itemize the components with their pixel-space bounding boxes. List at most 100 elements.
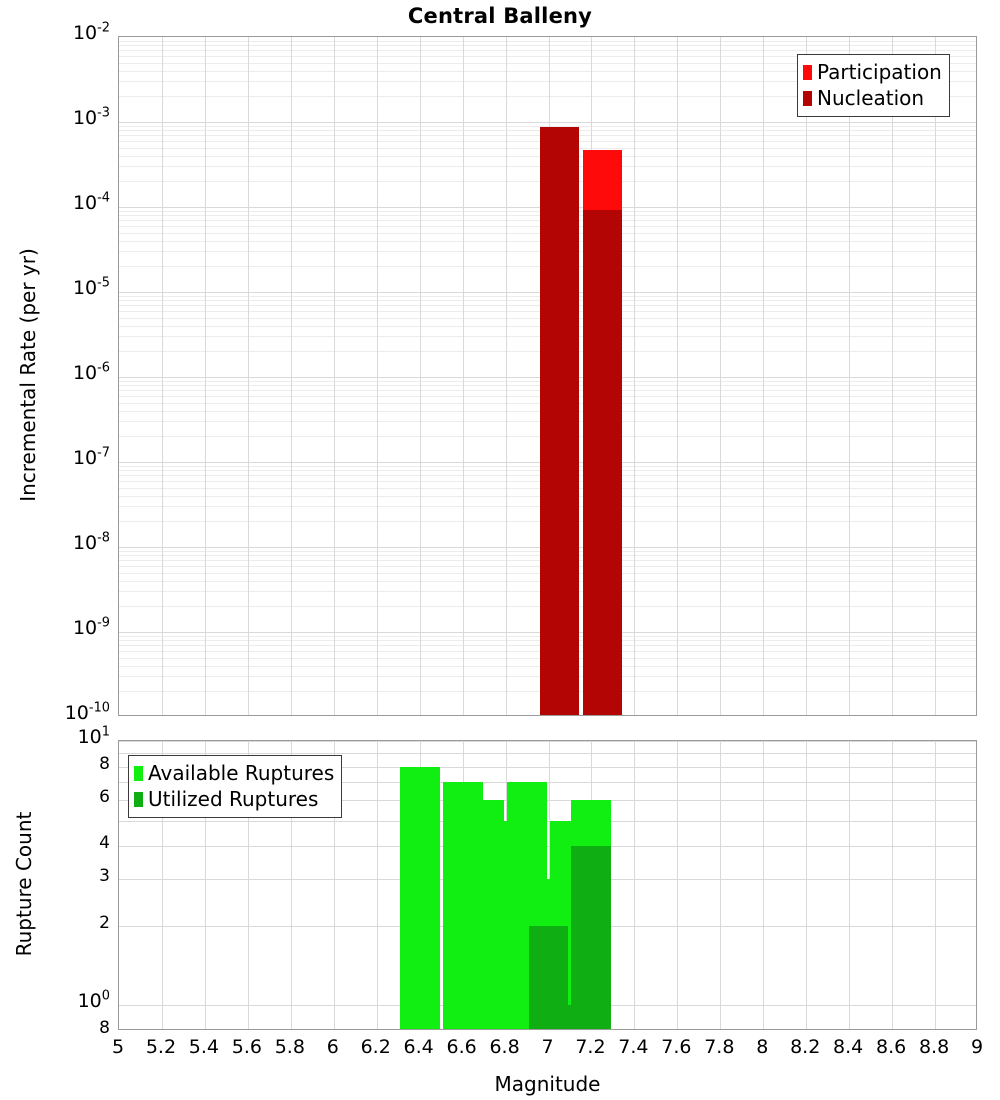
gridline-vertical (935, 37, 937, 715)
x-axis-tick-label: 7 (541, 1036, 554, 1058)
y-axis-tick-label: 101 (77, 724, 110, 748)
gridline-horizontal (119, 55, 976, 57)
x-axis-tick-label: 5.6 (231, 1036, 262, 1058)
legend-item: Utilized Ruptures (134, 786, 334, 812)
bar-nucleation (539, 126, 579, 715)
x-axis-tick-label: 9 (970, 1036, 984, 1058)
gridline-vertical (806, 37, 808, 715)
y-axis-tick-label: 6 (99, 786, 110, 807)
incremental-rate-plot-area (118, 36, 977, 716)
gridline-vertical (161, 741, 163, 1029)
gridline-horizontal (119, 96, 976, 98)
y-axis-label-top: Incremental Rate (per yr) (16, 248, 40, 502)
gridline-vertical (935, 741, 937, 1029)
page-title: Central Balleny (407, 4, 593, 28)
y-axis-tick-label: 2 (99, 912, 110, 933)
gridline-vertical (161, 37, 163, 715)
x-axis-tick-label: 8.8 (918, 1036, 950, 1058)
gridline-vertical (763, 741, 765, 1029)
x-axis-tick-label: 8.4 (833, 1036, 864, 1058)
x-axis-tick-label: 8.6 (875, 1036, 907, 1058)
y-axis-label-bottom: Rupture Count (12, 811, 36, 957)
x-axis-tick-label: 8 (756, 1036, 769, 1058)
legend-swatch-icon (134, 791, 143, 807)
gridline-vertical (892, 37, 894, 715)
gridline-vertical (677, 741, 679, 1029)
y-axis-tick-label: 100 (77, 989, 110, 1013)
gridline-vertical (247, 37, 249, 715)
gridline-vertical (204, 37, 206, 715)
legend-swatch-icon (803, 90, 812, 106)
legend-label: Utilized Ruptures (148, 787, 319, 811)
gridline-horizontal (119, 125, 976, 127)
x-axis-tick-label: 6 (326, 1036, 339, 1058)
y-axis-tick-label: 10-2 (72, 20, 110, 44)
gridline-horizontal (119, 62, 976, 64)
gridline-vertical (376, 37, 378, 715)
gridline-vertical (763, 37, 765, 715)
legend-label: Participation (817, 60, 942, 84)
legend-swatch-icon (803, 64, 812, 80)
gridline-vertical (720, 37, 722, 715)
gridline-vertical (333, 741, 335, 1029)
x-axis-tick-label: 7.4 (618, 1036, 649, 1058)
y-axis-tick-label: 8 (99, 753, 110, 774)
gridline-horizontal (119, 741, 976, 742)
y-axis-tick-label: 8 (99, 1018, 110, 1038)
gridline-vertical (849, 741, 851, 1029)
gridline-vertical (419, 37, 421, 715)
legend-item: Participation (803, 59, 942, 85)
gridline-vertical (376, 741, 378, 1029)
legend-label: Nucleation (817, 86, 925, 110)
gridline-vertical (892, 741, 894, 1029)
x-axis-tick-label: 8.2 (790, 1036, 821, 1058)
x-axis-tick-label: 5 (111, 1036, 125, 1058)
gridline-vertical (677, 37, 679, 715)
gridline-horizontal (119, 81, 976, 83)
y-axis-tick-label: 10-3 (72, 105, 110, 129)
gridline-vertical (290, 37, 292, 715)
y-axis-tick-label: 10-10 (64, 700, 110, 724)
y-axis-tick-label: 10-5 (72, 275, 110, 299)
legend-incremental-rate: Participation Nucleation (797, 54, 950, 117)
gridline-horizontal (119, 122, 976, 123)
x-axis-tick-label: 5.4 (188, 1036, 219, 1058)
y-axis-tick-label: 10-8 (72, 530, 110, 554)
gridline-horizontal (119, 40, 976, 42)
gridline-vertical (634, 741, 636, 1029)
y-axis-tick-label: 10-7 (72, 445, 110, 469)
x-axis-tick-label: 5.8 (274, 1036, 305, 1058)
x-axis-tick-label: 7.8 (704, 1036, 735, 1058)
y-axis-tick-label: 4 (99, 833, 110, 854)
gridline-vertical (204, 741, 206, 1029)
legend-swatch-icon (134, 765, 143, 781)
gridline-horizontal (119, 70, 976, 72)
legend-item: Nucleation (803, 85, 942, 111)
y-axis-tick-label: 10-6 (72, 360, 110, 384)
bar-nucleation (582, 210, 622, 715)
gridline-vertical (849, 37, 851, 715)
gridline-vertical (290, 741, 292, 1029)
y-axis-tick-label: 10-9 (72, 615, 110, 639)
y-axis-tick-label: 3 (99, 866, 110, 887)
legend-label: Available Ruptures (148, 761, 335, 785)
gridline-horizontal (119, 766, 976, 768)
y-axis-tick-label: 10-4 (72, 190, 110, 214)
gridline-vertical (634, 37, 636, 715)
gridline-vertical (247, 741, 249, 1029)
gridline-horizontal (119, 50, 976, 52)
gridline-vertical (462, 37, 464, 715)
gridline-horizontal (119, 45, 976, 47)
gridline-vertical (720, 741, 722, 1029)
gridline-vertical (505, 37, 507, 715)
x-axis-tick-label: 6.2 (360, 1036, 391, 1058)
legend-rupture-count: Available Ruptures Utilized Ruptures (128, 755, 343, 818)
gridline-horizontal (119, 820, 976, 822)
gridline-horizontal (119, 753, 976, 755)
x-axis-tick-label: 5.2 (145, 1036, 177, 1058)
x-axis-label: Magnitude (494, 1072, 601, 1096)
x-axis-tick-label: 7.2 (575, 1036, 606, 1058)
gridline-horizontal (119, 846, 976, 848)
x-axis-tick-label: 6.4 (403, 1036, 434, 1058)
